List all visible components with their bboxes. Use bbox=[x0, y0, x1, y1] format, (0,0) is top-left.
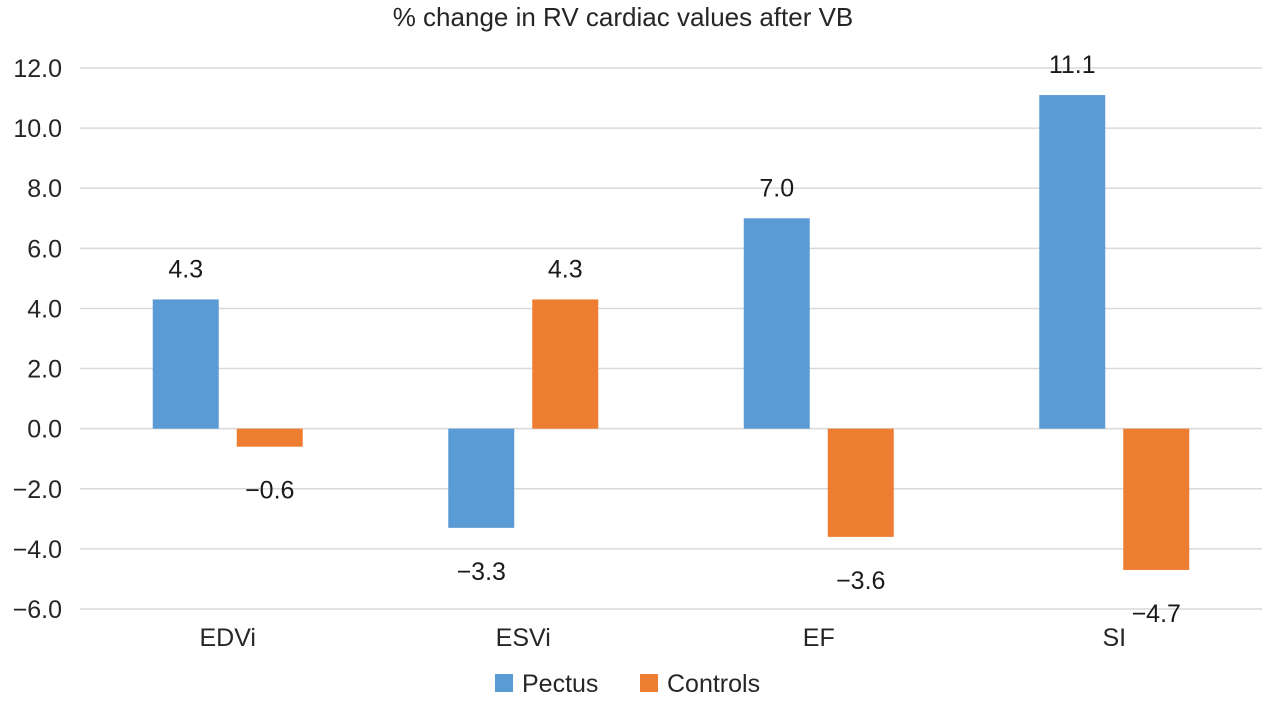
bar-pectus-edvi bbox=[152, 299, 219, 429]
chart-title: % change in RV cardiac values after VB bbox=[393, 2, 854, 32]
bar-controls-ef bbox=[827, 428, 894, 537]
x-tick-label: SI bbox=[1102, 624, 1126, 652]
data-label: 7.0 bbox=[759, 174, 794, 202]
bar-controls-esvi bbox=[532, 299, 599, 429]
bar-controls-edvi bbox=[236, 428, 303, 447]
data-label: 4.3 bbox=[168, 255, 203, 283]
bar-pectus-ef bbox=[743, 218, 810, 429]
y-tick-label: 0.0 bbox=[27, 416, 62, 444]
data-labels: 4.3 −0.6 −3.3 4.3 7.0 −3.6 11.1 −4.7 bbox=[168, 51, 1181, 628]
y-tick-label: 6.0 bbox=[27, 235, 62, 263]
data-label: −3.6 bbox=[836, 567, 885, 595]
legend-swatch-controls bbox=[640, 674, 658, 692]
data-label: 4.3 bbox=[548, 255, 583, 283]
legend-label-pectus: Pectus bbox=[522, 670, 598, 698]
y-tick-label: 10.0 bbox=[13, 115, 62, 143]
bar-pectus-esvi bbox=[448, 428, 515, 528]
y-tick-label: −2.0 bbox=[13, 476, 62, 504]
data-label: −4.7 bbox=[1132, 600, 1181, 628]
y-tick-label: 12.0 bbox=[13, 55, 62, 83]
data-label: 11.1 bbox=[1049, 51, 1096, 79]
x-tick-label: EF bbox=[803, 624, 835, 652]
x-tick-label: EDVi bbox=[199, 624, 256, 652]
bar-pectus-si bbox=[1039, 95, 1106, 429]
y-tick-label: 4.0 bbox=[27, 295, 62, 323]
data-label: −0.6 bbox=[245, 477, 294, 505]
x-tick-label: ESVi bbox=[496, 624, 551, 652]
y-tick-label: −6.0 bbox=[13, 596, 62, 624]
y-tick-label: −4.0 bbox=[13, 536, 62, 564]
y-tick-label: 2.0 bbox=[27, 356, 62, 384]
y-tick-label: 8.0 bbox=[27, 175, 62, 203]
bar-controls-si bbox=[1123, 428, 1190, 570]
legend-swatch-pectus bbox=[495, 674, 513, 692]
x-axis: EDVi ESVi EF SI bbox=[199, 624, 1126, 652]
y-axis: 12.0 10.0 8.0 6.0 4.0 2.0 0.0 −2.0 −4.0 −6.0 bbox=[13, 55, 62, 624]
legend: Pectus Controls bbox=[495, 670, 760, 698]
bars bbox=[152, 95, 1190, 570]
legend-label-controls: Controls bbox=[667, 670, 760, 698]
data-label: −3.3 bbox=[457, 558, 506, 586]
